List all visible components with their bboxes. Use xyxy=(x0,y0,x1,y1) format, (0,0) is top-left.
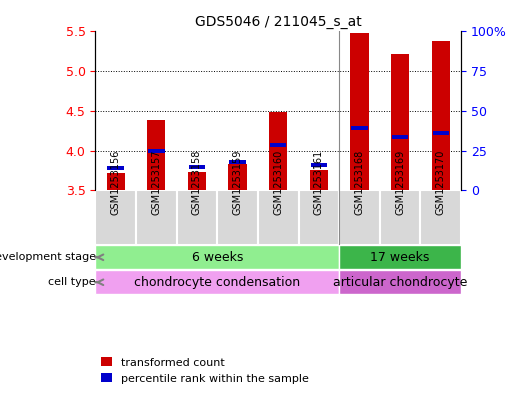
Legend: transformed count, percentile rank within the sample: transformed count, percentile rank withi… xyxy=(101,357,309,384)
Bar xyxy=(392,135,409,139)
Bar xyxy=(228,164,247,190)
Bar xyxy=(147,120,165,190)
FancyBboxPatch shape xyxy=(176,190,217,245)
Text: GSM1253157: GSM1253157 xyxy=(152,149,161,215)
Bar xyxy=(229,160,246,164)
FancyBboxPatch shape xyxy=(380,190,420,245)
Text: GSM1253161: GSM1253161 xyxy=(314,150,324,215)
Text: GSM1253170: GSM1253170 xyxy=(436,149,446,215)
Bar xyxy=(270,143,287,147)
FancyBboxPatch shape xyxy=(95,190,136,245)
Bar xyxy=(350,33,369,190)
Bar xyxy=(107,173,125,190)
FancyBboxPatch shape xyxy=(217,190,258,245)
Bar xyxy=(108,166,124,170)
Title: GDS5046 / 211045_s_at: GDS5046 / 211045_s_at xyxy=(195,15,361,29)
Bar xyxy=(391,54,409,190)
Text: development stage: development stage xyxy=(0,252,96,262)
Bar xyxy=(148,149,165,152)
Bar xyxy=(432,131,449,135)
Text: articular chondrocyte: articular chondrocyte xyxy=(333,276,467,289)
Bar xyxy=(351,127,368,130)
Text: GSM1253169: GSM1253169 xyxy=(395,150,405,215)
Bar xyxy=(269,112,287,190)
Text: cell type: cell type xyxy=(48,277,96,287)
Bar xyxy=(189,165,205,169)
Text: GSM1253159: GSM1253159 xyxy=(233,149,243,215)
FancyBboxPatch shape xyxy=(258,190,298,245)
FancyBboxPatch shape xyxy=(339,245,461,269)
FancyBboxPatch shape xyxy=(95,270,339,294)
FancyBboxPatch shape xyxy=(339,190,380,245)
Text: GSM1253168: GSM1253168 xyxy=(355,150,365,215)
FancyBboxPatch shape xyxy=(136,190,176,245)
Text: GSM1253158: GSM1253158 xyxy=(192,149,202,215)
Bar xyxy=(310,171,328,190)
Bar xyxy=(311,163,327,167)
Bar xyxy=(431,41,450,190)
Text: chondrocyte condensation: chondrocyte condensation xyxy=(134,276,301,289)
FancyBboxPatch shape xyxy=(339,270,461,294)
FancyBboxPatch shape xyxy=(298,190,339,245)
Text: GSM1253156: GSM1253156 xyxy=(111,149,121,215)
Text: 17 weeks: 17 weeks xyxy=(370,251,430,264)
FancyBboxPatch shape xyxy=(95,245,339,269)
Bar xyxy=(188,172,206,190)
Text: 6 weeks: 6 weeks xyxy=(192,251,243,264)
Text: GSM1253160: GSM1253160 xyxy=(273,150,283,215)
FancyBboxPatch shape xyxy=(420,190,461,245)
